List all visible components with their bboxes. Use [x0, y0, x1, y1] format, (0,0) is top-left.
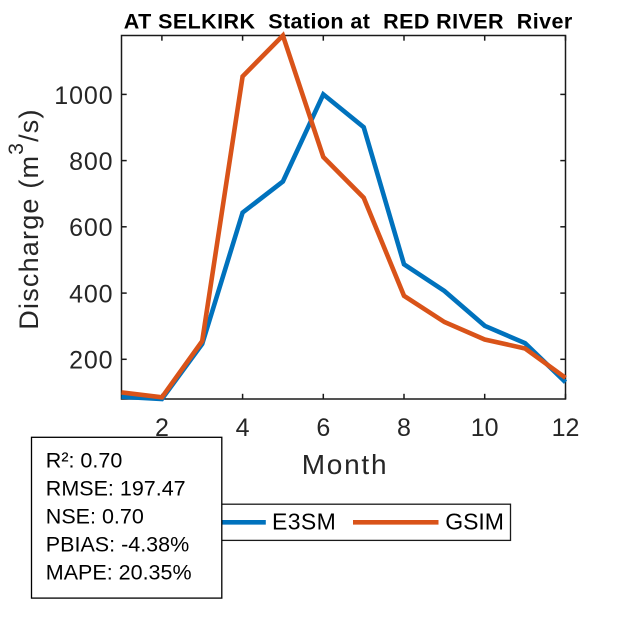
- svg-text:2: 2: [155, 414, 169, 442]
- svg-text:PBIAS: -4.38%: PBIAS: -4.38%: [46, 532, 189, 556]
- svg-text:R²: 0.70: R²: 0.70: [46, 448, 123, 472]
- svg-text:NSE: 0.70: NSE: 0.70: [46, 504, 144, 528]
- svg-text:200: 200: [69, 347, 113, 375]
- svg-text:4: 4: [236, 414, 250, 442]
- svg-text:GSIM: GSIM: [445, 509, 504, 535]
- svg-text:800: 800: [69, 148, 113, 176]
- svg-text:400: 400: [69, 281, 113, 309]
- svg-text:MAPE: 20.35%: MAPE: 20.35%: [46, 560, 192, 584]
- svg-text:6: 6: [316, 414, 330, 442]
- svg-text:1000: 1000: [54, 82, 113, 110]
- svg-text:AT SELKIRK Station at RED RI: AT SELKIRK Station at RED RIVER River: [124, 10, 573, 34]
- svg-text:E3SM: E3SM: [272, 509, 336, 535]
- svg-text:RMSE: 197.47: RMSE: 197.47: [46, 476, 186, 500]
- svg-text:12: 12: [552, 414, 580, 442]
- svg-text:10: 10: [471, 414, 499, 442]
- svg-text:8: 8: [397, 414, 411, 442]
- svg-text:600: 600: [69, 214, 113, 242]
- svg-text:Month: Month: [302, 449, 389, 480]
